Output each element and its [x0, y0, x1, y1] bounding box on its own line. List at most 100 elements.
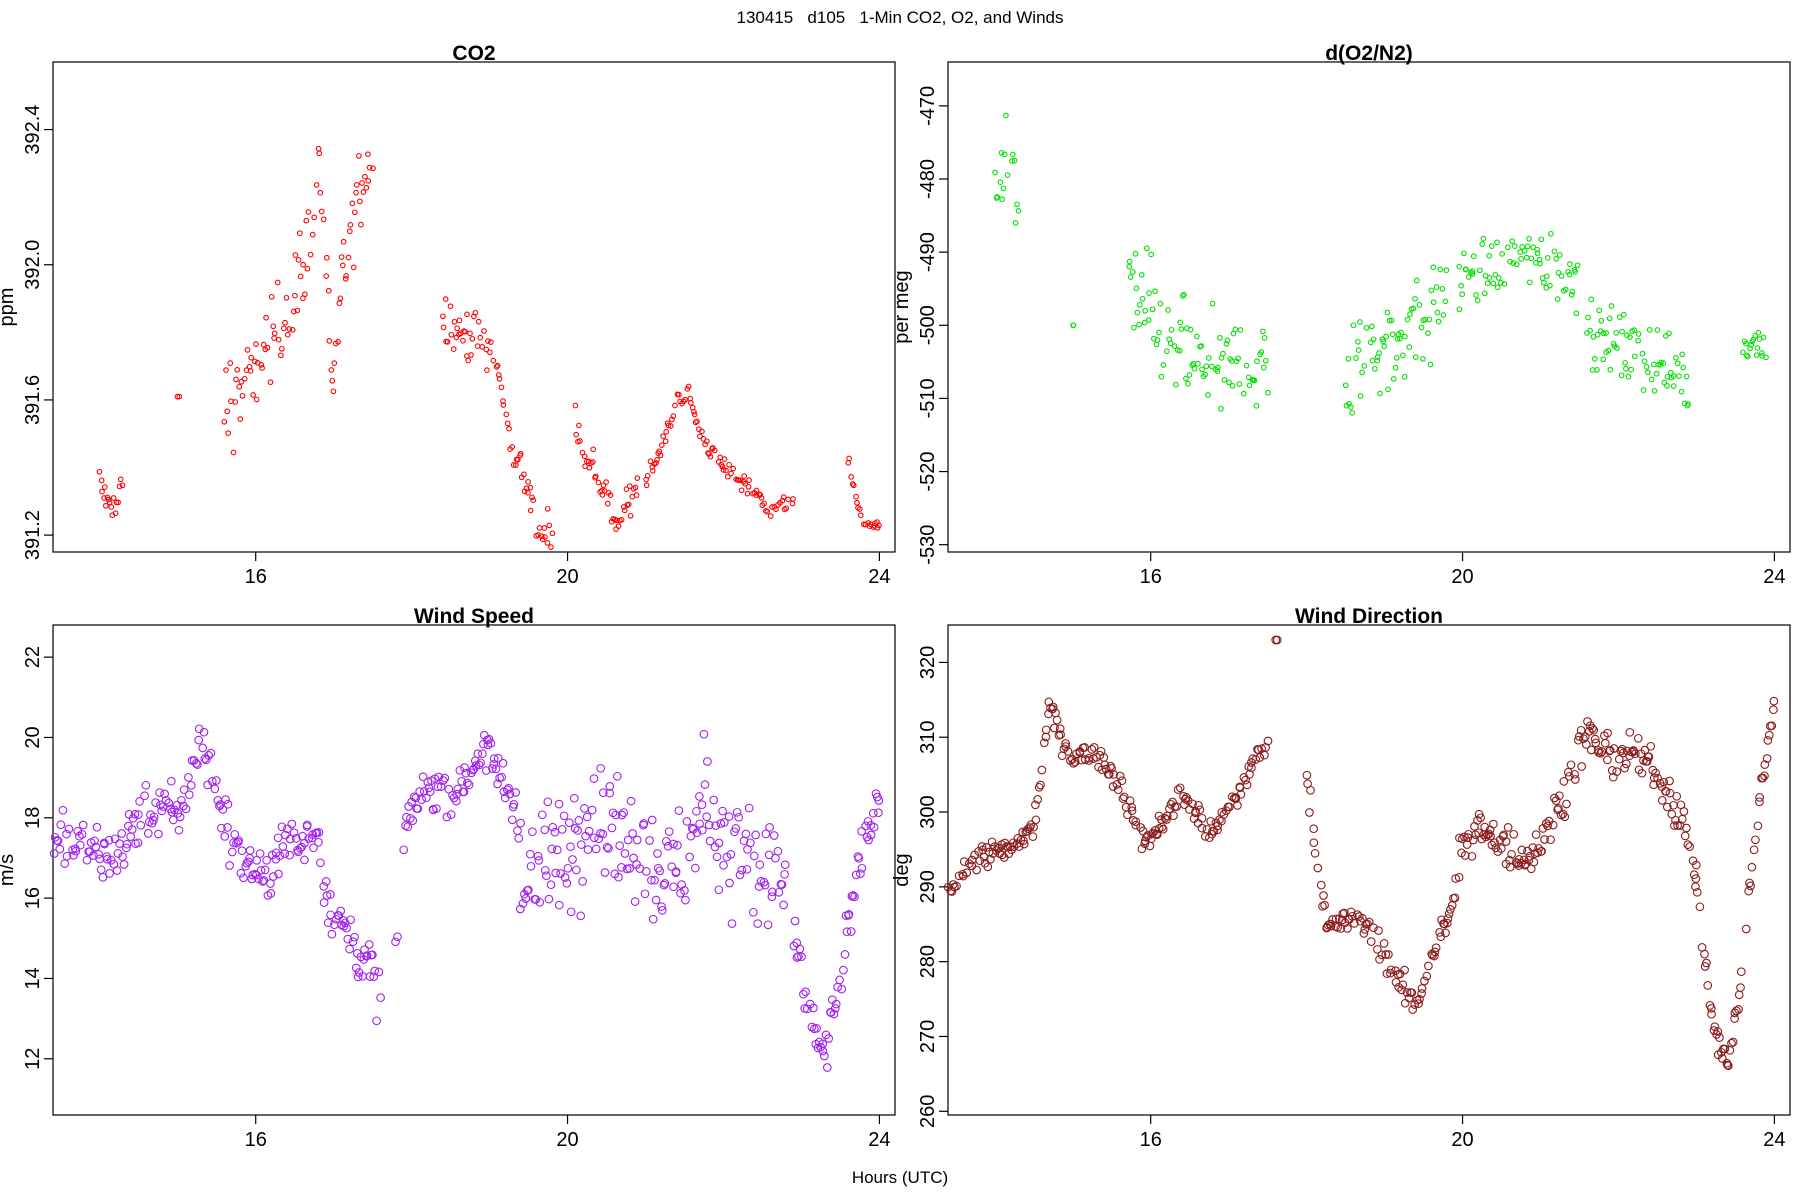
data-point [1015, 208, 1022, 214]
data-point [483, 346, 490, 353]
data-point [1573, 310, 1580, 317]
data-point [667, 423, 674, 429]
y-tick-label: 14 [22, 967, 44, 989]
data-point [711, 821, 721, 830]
data-point [977, 842, 987, 851]
data-point [82, 855, 92, 865]
data-point [720, 467, 727, 473]
data-point [751, 830, 760, 840]
data-point [101, 484, 108, 490]
data-point [854, 853, 864, 863]
data-point [1167, 340, 1174, 347]
data-point [744, 803, 754, 813]
data-point [1355, 347, 1362, 353]
data-point [1342, 382, 1349, 389]
data-point [869, 822, 879, 832]
data-point [285, 834, 295, 844]
data-point [95, 854, 105, 864]
data-point [608, 808, 618, 818]
data-point [596, 763, 606, 773]
data-point [1397, 335, 1403, 342]
data-point [1355, 338, 1361, 345]
data-point [460, 763, 469, 772]
data-point [1631, 327, 1638, 333]
data-point [1152, 288, 1158, 295]
data-point [198, 743, 208, 753]
data-point [541, 525, 548, 531]
data-point [1404, 993, 1414, 1003]
data-point [671, 867, 681, 876]
data-point [589, 833, 599, 843]
data-point [1476, 813, 1485, 823]
data-point [1650, 361, 1657, 368]
data-point [719, 860, 728, 870]
data-point [1369, 923, 1378, 933]
data-point [404, 802, 413, 811]
data-point [221, 795, 230, 804]
data-point [1316, 880, 1326, 890]
data-point [1627, 334, 1633, 340]
data-point [1747, 862, 1757, 872]
data-point [1664, 373, 1671, 380]
data-point [687, 823, 697, 833]
data-point [1141, 319, 1148, 326]
data-point [510, 462, 517, 468]
data-point [448, 331, 455, 338]
y-tick-label: 22 [22, 646, 44, 668]
data-point [1596, 307, 1603, 314]
data-point [69, 850, 78, 860]
data-point [576, 840, 586, 849]
data-point [211, 776, 221, 785]
data-point [399, 845, 409, 855]
data-point [618, 516, 625, 523]
data-point [1559, 777, 1569, 786]
data-point [236, 868, 246, 878]
data-point [1570, 775, 1580, 784]
data-point [812, 1023, 821, 1033]
data-point [1191, 365, 1198, 372]
data-point [1443, 914, 1453, 923]
data-point [259, 365, 265, 371]
data-point [1402, 988, 1412, 997]
data-point [573, 431, 580, 438]
data-point [1600, 330, 1607, 337]
data-point [300, 838, 309, 848]
data-point [462, 328, 468, 335]
data-point [727, 919, 737, 928]
data-point [444, 339, 451, 345]
data-point [685, 383, 692, 390]
data-point [1587, 724, 1597, 733]
data-point [1033, 795, 1043, 804]
data-point [1146, 834, 1156, 844]
data-point [1570, 769, 1579, 779]
data-point [112, 866, 122, 875]
data-point [1755, 793, 1764, 802]
data-point [1374, 926, 1383, 935]
data-point [857, 512, 864, 519]
data-point [1388, 317, 1395, 324]
data-point [987, 837, 997, 847]
data-point [1197, 823, 1207, 833]
data-point [1402, 333, 1408, 340]
data-point [1194, 800, 1203, 810]
data-point [1366, 937, 1376, 946]
data-point [258, 877, 267, 886]
data-point [292, 252, 299, 258]
data-point [551, 868, 561, 878]
data-point [657, 905, 667, 915]
data-point [695, 792, 704, 801]
data-point [704, 820, 714, 830]
data-point [1659, 777, 1669, 787]
data-point [542, 871, 551, 881]
x-tick-label: 16 [1140, 1129, 1162, 1151]
data-point [1596, 748, 1605, 758]
data-point [703, 757, 712, 766]
data-point [237, 416, 244, 422]
data-point [376, 993, 385, 1003]
data-point [326, 890, 335, 899]
data-point [1123, 810, 1132, 820]
data-point [1412, 354, 1419, 360]
data-point [714, 838, 724, 848]
data-point [1164, 348, 1170, 355]
data-point [1657, 796, 1667, 805]
